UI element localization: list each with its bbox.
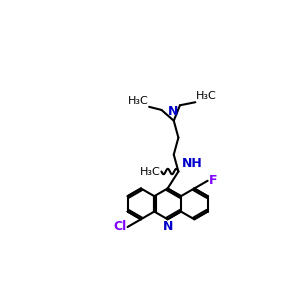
Text: N: N [168, 105, 178, 119]
Text: H₃C: H₃C [140, 167, 161, 176]
Text: N: N [162, 220, 173, 233]
Text: F: F [208, 174, 217, 187]
Text: NH: NH [182, 157, 202, 170]
Text: H₃C: H₃C [128, 96, 148, 106]
Text: Cl: Cl [114, 220, 127, 233]
Text: H₃C: H₃C [196, 92, 217, 101]
